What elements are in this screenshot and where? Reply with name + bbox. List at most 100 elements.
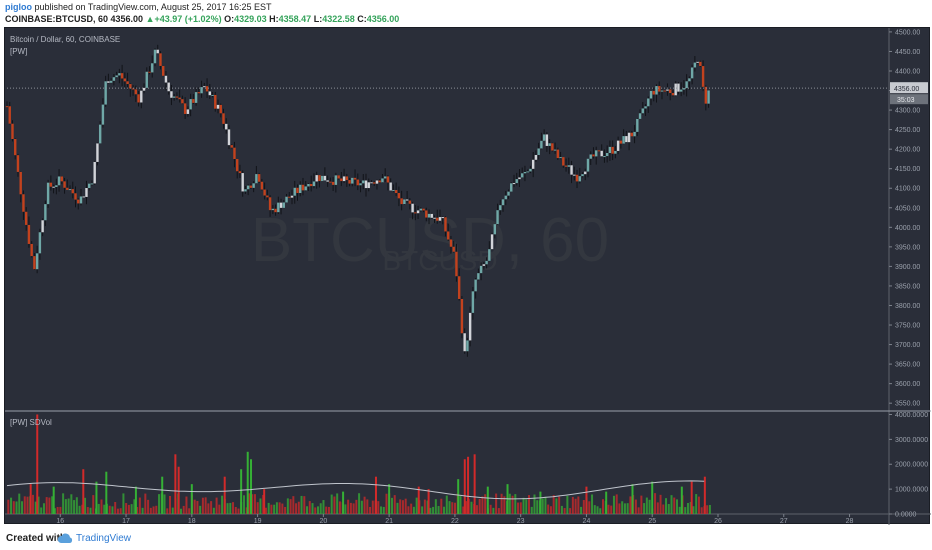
volume-bar (166, 508, 169, 514)
candle-body (55, 185, 58, 187)
candle-body (22, 194, 25, 212)
time-tick-label: 17 (122, 518, 130, 525)
candle-body (474, 279, 477, 292)
candle-body (337, 175, 340, 179)
candle-body (60, 176, 64, 182)
candle-body (219, 104, 222, 114)
candle-body (301, 184, 305, 191)
volume-bar (251, 494, 254, 514)
candle-body (638, 113, 642, 119)
volume-bar (133, 499, 136, 514)
candle-body (490, 234, 494, 250)
candle-body (68, 189, 72, 191)
volume-bar (278, 502, 281, 514)
candle-body (137, 94, 140, 103)
volume-bar (333, 496, 336, 514)
candle-body (378, 180, 381, 183)
candle-body (425, 210, 428, 218)
volume-bar (423, 499, 426, 514)
tradingview-cloud-icon (57, 533, 73, 543)
volume-spike-bar (29, 484, 32, 514)
volume-spike-bar (605, 491, 608, 514)
volume-bar (182, 505, 185, 514)
author-link[interactable]: pigloo (5, 2, 32, 12)
price-tick-label: 4150.00 (895, 166, 920, 173)
candle-body (159, 53, 162, 66)
candle-body (145, 71, 148, 88)
volume-bar (259, 498, 262, 514)
volume-bar (599, 508, 602, 514)
candle-body (274, 208, 277, 213)
volume-bar (697, 496, 700, 514)
chart-canvas[interactable]: BTCUSD, 60 BTCUSD 4500.004450.004400.004… (5, 28, 931, 525)
candle-body (85, 188, 88, 197)
volume-bar (366, 499, 369, 514)
last-price-badge-label: 4356.00 (894, 86, 919, 93)
candle-body (605, 153, 609, 157)
candle-body (389, 182, 392, 191)
volume-bar (297, 501, 300, 514)
time-axis[interactable]: 16 17 18 19 20 21 22 23 24 25 26 27 28 (56, 514, 854, 525)
volume-bar (330, 494, 333, 514)
candle-body (79, 196, 83, 204)
candle-body (375, 180, 379, 184)
candle-body (671, 93, 675, 96)
volume-bar (12, 501, 15, 514)
candle-body (493, 224, 497, 235)
candle-body (30, 243, 33, 257)
volume-bar (327, 506, 330, 514)
candle-body (652, 90, 655, 95)
last-price: 4356.00 (110, 14, 144, 24)
volume-spike-bar (467, 456, 470, 514)
volume-bar (662, 504, 665, 514)
candle-body (414, 212, 417, 214)
chart-frame[interactable]: BTCUSD, 60 BTCUSD 4500.00 4450.00 4400.00 4… (4, 27, 931, 525)
candle-body (534, 154, 538, 160)
volume-spike-bar (374, 476, 377, 514)
candle-body (293, 187, 296, 196)
volume-bar (396, 502, 399, 514)
volume-bar (215, 497, 218, 514)
volume-bar (503, 496, 506, 514)
candle-body (233, 147, 236, 160)
volume-bar (626, 503, 629, 514)
volume-spike-bar (134, 486, 137, 514)
candle-body (592, 154, 595, 157)
volume-bar (525, 499, 528, 514)
tradingview-link[interactable]: TradingView (76, 533, 132, 544)
candle-body (622, 136, 625, 144)
volume-bar (289, 499, 292, 514)
volume-bar (292, 496, 295, 514)
candle-body (397, 193, 401, 199)
candle-body (636, 118, 639, 132)
volume-bar (253, 494, 256, 514)
time-tick-label: 27 (780, 518, 788, 525)
volume-spike-bar (417, 486, 420, 514)
volume-spike-bar (52, 486, 55, 514)
candle-body (115, 75, 118, 78)
volume-bar (152, 506, 155, 514)
volume-bar (555, 498, 558, 514)
countdown-badge (890, 94, 928, 105)
candle-body (485, 260, 488, 265)
volume-bar (445, 495, 448, 514)
candle-body (74, 193, 77, 200)
volume-spike-bar (250, 459, 253, 514)
volume-bar (358, 493, 361, 514)
candle-body (82, 196, 85, 198)
candle-body (93, 161, 96, 184)
close-label: C: (357, 14, 367, 24)
volume-bar (286, 498, 289, 514)
candle-body (334, 175, 338, 185)
volume-spike-bar (427, 489, 430, 514)
candle-body (246, 185, 250, 190)
candle-body (126, 81, 129, 85)
volume-bar (686, 502, 689, 514)
candle-body (181, 99, 184, 104)
candle-body (263, 189, 266, 196)
volume-bar (138, 497, 141, 514)
volume-spike-bar (486, 486, 489, 514)
volume-bar (382, 506, 385, 514)
candle-body (271, 208, 275, 211)
volume-axis[interactable]: 4000.0000 3000.0000 2000.0000 1000.0000 0.00… (889, 412, 928, 519)
